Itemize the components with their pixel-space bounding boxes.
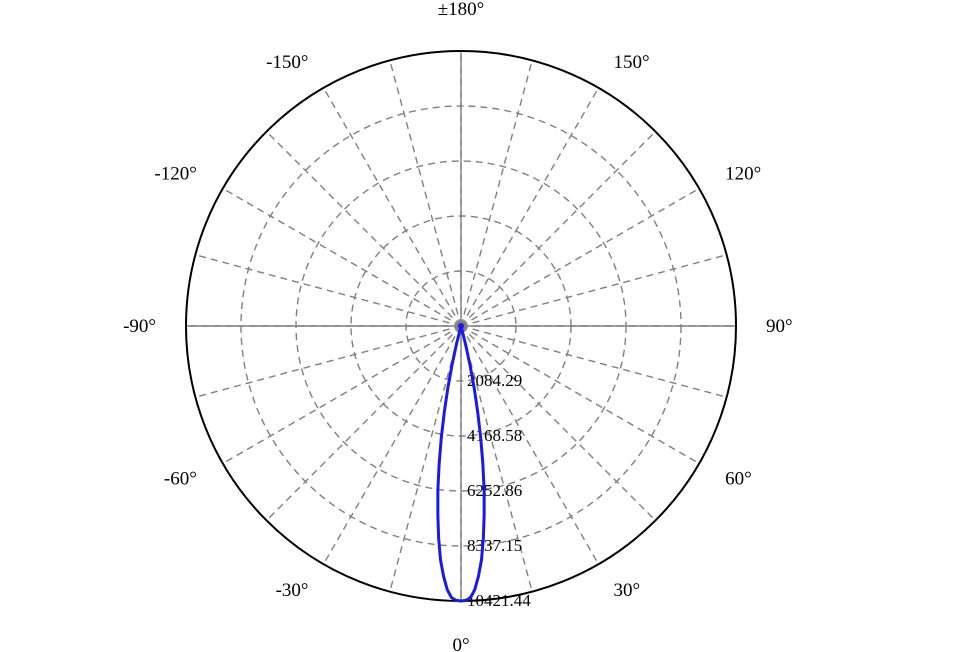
angle-label: 0° bbox=[452, 635, 469, 652]
radial-tick-label: 10421.44 bbox=[467, 591, 531, 610]
polar-chart: 2084.294168.586252.868337.1510421.440°30… bbox=[0, 0, 954, 652]
angle-label: 150° bbox=[614, 52, 650, 73]
angle-label: -60° bbox=[164, 469, 197, 490]
angle-label: ±180° bbox=[438, 0, 485, 20]
angle-label: 30° bbox=[614, 580, 641, 601]
angle-label: 60° bbox=[725, 469, 752, 490]
polar-chart-svg: 2084.294168.586252.868337.1510421.440°30… bbox=[0, 0, 954, 652]
angle-label: -90° bbox=[123, 316, 156, 337]
angle-label: 120° bbox=[725, 164, 761, 185]
angle-label: -120° bbox=[154, 164, 196, 185]
angle-label: -30° bbox=[276, 580, 309, 601]
radial-tick-label: 8337.15 bbox=[467, 536, 522, 555]
radial-tick-label: 4168.58 bbox=[467, 426, 522, 445]
angle-label: -150° bbox=[266, 52, 308, 73]
radial-tick-label: 6252.86 bbox=[467, 481, 522, 500]
center-dot bbox=[458, 323, 464, 329]
angle-label: 90° bbox=[766, 316, 793, 337]
